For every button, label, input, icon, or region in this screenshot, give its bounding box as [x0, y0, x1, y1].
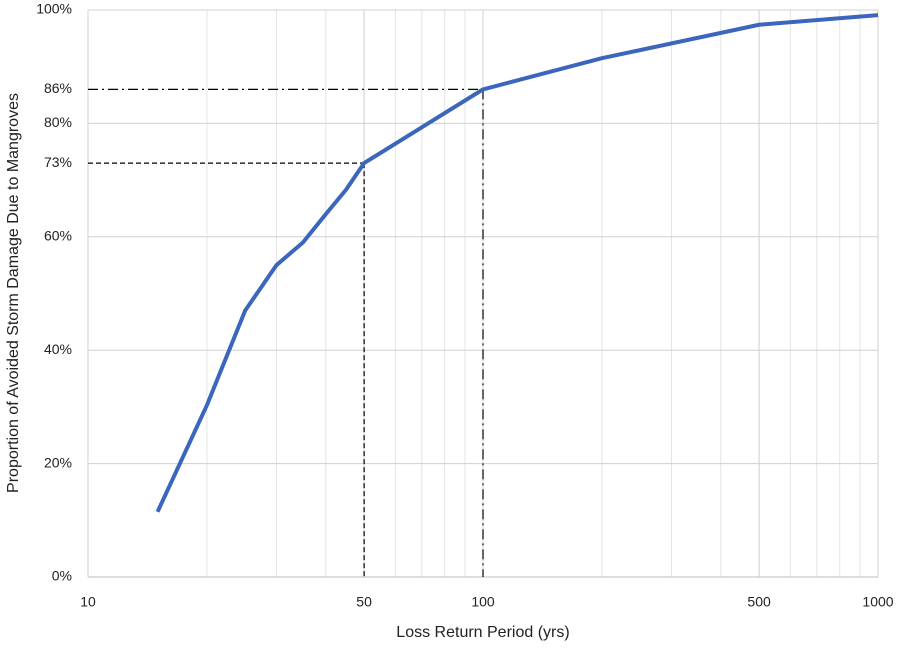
y-tick-label: 60% [44, 228, 72, 244]
y-tick-label: 40% [44, 341, 72, 357]
reference-label: 86% [44, 80, 72, 96]
x-tick-label: 100 [471, 594, 495, 610]
y-axis-label: Proportion of Avoided Storm Damage Due t… [5, 93, 22, 493]
y-tick-label: 0% [52, 568, 72, 584]
y-tick-label: 80% [44, 114, 72, 130]
x-tick-label: 10 [80, 594, 96, 610]
y-tick-label: 20% [44, 454, 72, 470]
x-tick-label: 500 [747, 594, 771, 610]
y-tick-label: 100% [36, 1, 72, 17]
x-axis-label: Loss Return Period (yrs) [396, 624, 569, 641]
x-tick-label: 50 [356, 594, 372, 610]
reference-label: 73% [44, 154, 72, 170]
data-line [155, 13, 879, 513]
x-tick-label: 1000 [862, 594, 893, 610]
